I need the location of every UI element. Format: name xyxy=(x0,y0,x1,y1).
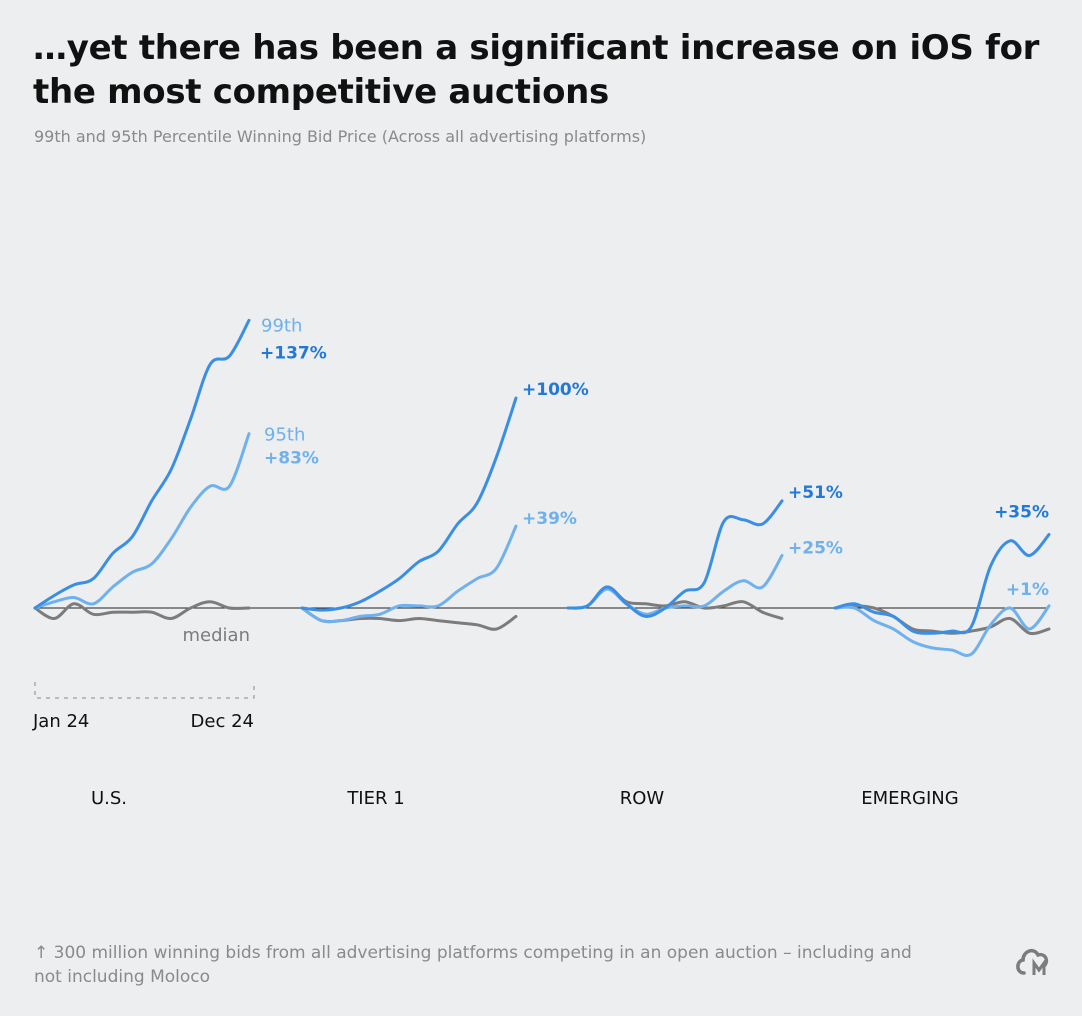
x-tick-label-start: Jan 24 xyxy=(32,711,89,732)
series-line-p99 xyxy=(833,533,1051,635)
legend-label-95th: 95th xyxy=(264,425,305,446)
date-range-bracket xyxy=(34,682,255,699)
data-label-p99: +100% xyxy=(522,380,589,400)
series-line-p95 xyxy=(33,432,251,610)
legend-label-99th: 99th xyxy=(261,315,302,336)
x-tick-label-end: Dec 24 xyxy=(191,711,254,732)
data-label-p99: +35% xyxy=(994,503,1049,523)
panel-label: U.S. xyxy=(91,788,127,809)
series-line-median xyxy=(300,606,518,631)
series-line-p99 xyxy=(566,499,784,618)
series-line-median xyxy=(33,600,251,621)
series-line-p95 xyxy=(833,604,1051,657)
chart-area: 99th +137% 95th +83% median Jan 24 Dec 24 U.S. +… xyxy=(32,315,1051,809)
data-label-p95: +1% xyxy=(1006,580,1049,600)
panel-label: EMERGING xyxy=(861,788,958,809)
series-line-p95 xyxy=(300,524,518,624)
footnote: ↑ 300 million winning bids from all adve… xyxy=(34,943,912,987)
series-line-p95 xyxy=(566,554,784,616)
data-label-p95: +25% xyxy=(788,539,843,559)
data-label-p95: +83% xyxy=(264,449,319,469)
chart-subtitle: 99th and 95th Percentile Winning Bid Pri… xyxy=(34,127,647,146)
chart-title: …yet there has been a significant increa… xyxy=(33,28,1040,112)
panel-label: TIER 1 xyxy=(346,788,404,809)
data-label-p99: +51% xyxy=(788,483,843,503)
series-line-p99 xyxy=(33,318,251,610)
panel-label: ROW xyxy=(620,788,665,809)
legend-label-median: median xyxy=(183,625,250,646)
data-label-p95: +39% xyxy=(522,509,577,529)
data-label-p99: +137% xyxy=(260,343,327,363)
series-line-p99 xyxy=(300,396,518,612)
